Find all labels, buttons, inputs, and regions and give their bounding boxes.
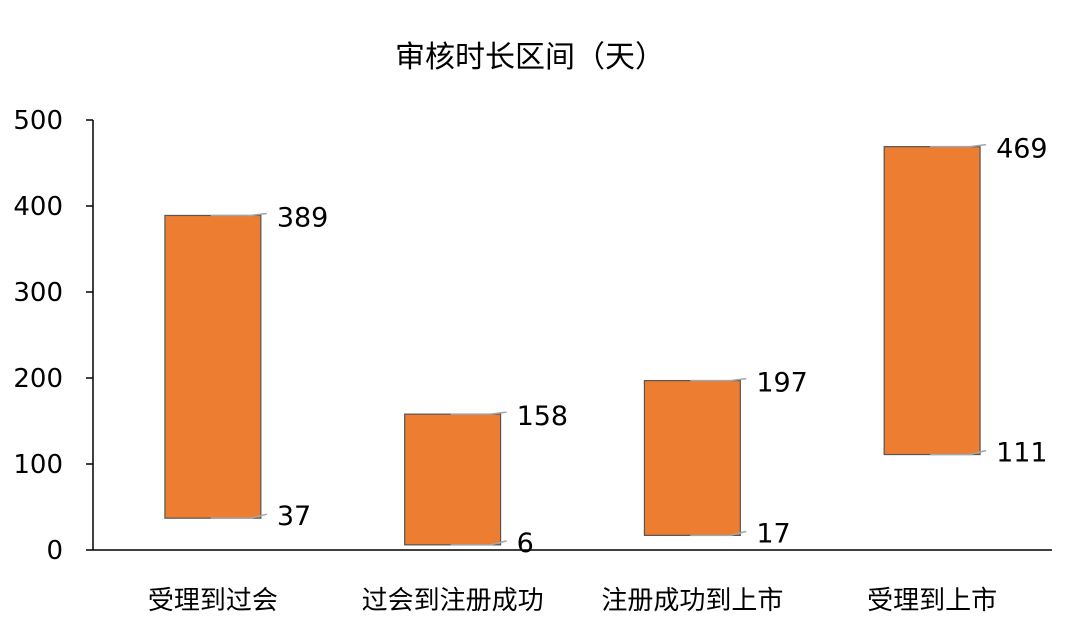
x-category-label: 受理到上市: [867, 586, 997, 616]
y-tick-label: 300: [13, 278, 63, 308]
leader-line: [930, 449, 987, 456]
data-label-low: 111: [996, 438, 1048, 469]
leader-line: [450, 540, 507, 546]
data-label-high: 158: [517, 401, 569, 432]
data-label-high: 389: [277, 202, 329, 233]
leader-line: [930, 143, 987, 148]
range-bar: [643, 379, 741, 536]
data-label-low: 17: [756, 518, 790, 549]
range-bar: [404, 413, 502, 546]
y-tick-label: 0: [46, 536, 63, 566]
leader-line: [210, 513, 268, 519]
y-tick-label: 400: [13, 192, 63, 222]
x-category-label: 过会到注册成功: [362, 586, 544, 616]
y-tick-label: 200: [13, 364, 63, 394]
leader-line: [450, 411, 507, 415]
leader-line: [210, 212, 267, 217]
data-label-high: 469: [996, 134, 1048, 165]
chart-title: 审核时长区间（天）: [395, 40, 665, 75]
range-bar: [164, 214, 262, 519]
range-bar: [883, 146, 981, 456]
data-label-high: 197: [756, 368, 808, 399]
x-axis: 受理到过会 过会到注册成功 注册成功到上市 受理到上市: [93, 549, 1052, 616]
data-labels: 389 37 158 6 197 17 469 111: [210, 134, 1048, 559]
data-label-low: 37: [277, 501, 311, 532]
bars: [164, 146, 981, 546]
x-category-label: 注册成功到上市: [601, 586, 783, 616]
y-tick-label: 500: [13, 106, 63, 136]
leader-line: [690, 377, 747, 382]
x-category-label: 受理到过会: [148, 586, 278, 616]
data-label-low: 6: [517, 528, 534, 559]
y-tick-label: 100: [13, 450, 63, 480]
y-axis: 0 100 200 300 400 500: [13, 106, 94, 566]
leader-line: [690, 530, 747, 537]
